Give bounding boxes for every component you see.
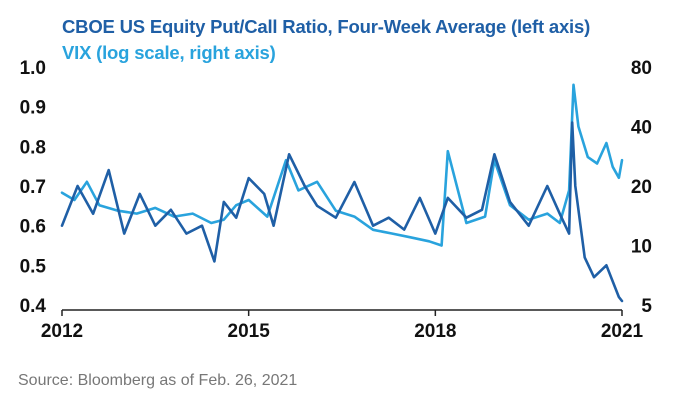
right-tick-label: 40 [631,118,652,139]
series-line-vix [60,83,624,247]
x-tick-label: 2012 [41,321,83,342]
chart-title-vix: VIX (log scale, right axis) [62,42,276,63]
source-note: Source: Bloomberg as of Feb. 26, 2021 [18,372,298,389]
left-tick-label: 1.0 [20,58,46,79]
series-group [60,83,624,303]
left-tick-label: 0.4 [20,296,47,317]
x-tick-label: 2015 [228,321,271,342]
left-tick-label: 0.7 [20,177,46,198]
right-tick-label: 10 [631,237,652,258]
series-line-putcall [60,121,624,303]
right-tick-label: 5 [641,296,652,317]
left-tick-label: 0.5 [20,256,47,277]
chart: 1.0 0.9 0.8 0.7 0.6 0.5 0.4 80 40 20 10 5 2012 2015… [20,58,653,342]
chart-title-putcall: CBOE US Equity Put/Call Ratio, Four-Week… [62,16,591,37]
right-axis: 80 40 20 10 5 [631,58,653,317]
left-tick-label: 0.9 [20,98,46,119]
right-tick-label: 80 [631,58,652,79]
x-tick-label: 2021 [601,321,644,342]
right-tick-label: 20 [631,177,652,198]
left-axis: 1.0 0.9 0.8 0.7 0.6 0.5 0.4 [20,58,47,317]
left-tick-label: 0.6 [20,217,46,238]
left-tick-label: 0.8 [20,137,46,158]
x-axis: 2012 2015 2018 2021 [41,309,644,342]
x-tick-label: 2018 [414,321,456,342]
